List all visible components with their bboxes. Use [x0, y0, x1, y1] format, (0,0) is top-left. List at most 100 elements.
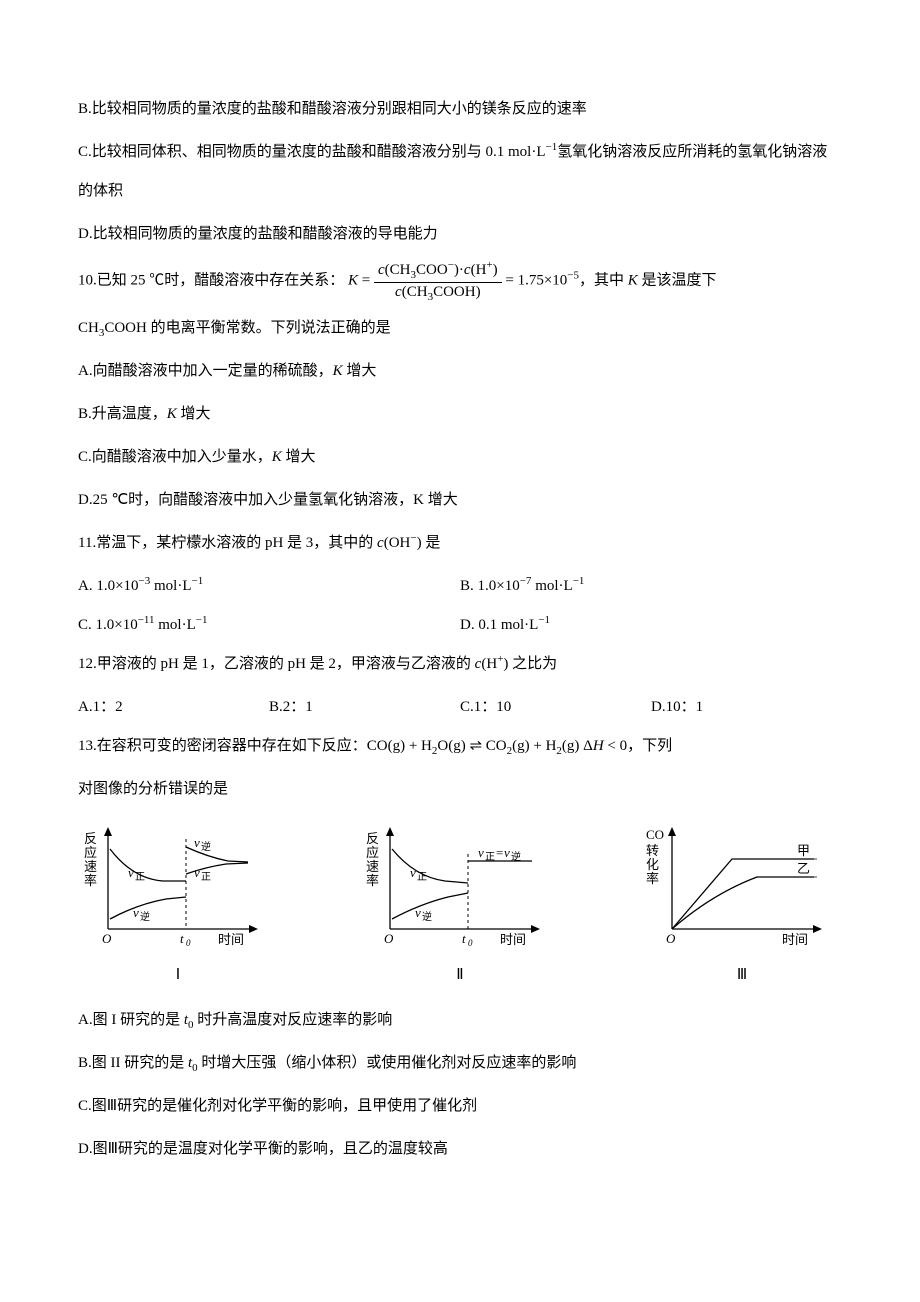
- q10-stem: 10.已知 25 ℃时，醋酸溶液中存在关系： K = c(CH3COO−)·c(…: [78, 258, 842, 305]
- q13-text1: 13.在容积可变的密闭容器中存在如下反应：: [78, 738, 367, 754]
- q11-d-label: D. 0.1 mol·L: [460, 617, 538, 633]
- q11-b: B. 1.0×10−7 mol·L−1: [460, 567, 842, 606]
- svg-text:0: 0: [468, 938, 473, 948]
- q10-den-p2: (CH: [402, 284, 428, 300]
- q13-eq-p2: O(g) ⇌ CO: [437, 738, 506, 754]
- q13-eq-h: H: [593, 738, 604, 754]
- svg-text:t: t: [180, 931, 184, 946]
- q13-eq-p1: CO(g) + H: [367, 738, 432, 754]
- q10-b-text: B.升高温度，: [78, 406, 167, 422]
- q10-eq: =: [358, 273, 374, 289]
- chart-2: 反 应 速 率 O t 0 时间 v正 v逆 v正=v逆 Ⅱ: [360, 819, 560, 995]
- q11-b-exp: −7: [520, 575, 532, 587]
- svg-text:t: t: [462, 931, 466, 946]
- q13-eq-p3: (g) + H: [512, 738, 556, 754]
- q12-stem: 12.甲溶液的 pH 是 1，乙溶液的 pH 是 2，甲溶液与乙溶液的 c(H+…: [78, 645, 842, 684]
- q11-d: D. 0.1 mol·L−1: [460, 606, 842, 645]
- q10-c-text: C.向醋酸溶液中加入少量水，: [78, 449, 272, 465]
- svg-text:正: 正: [135, 872, 145, 883]
- svg-text:反: 反: [84, 831, 97, 846]
- option-c-text1: C.比较相同体积、相同物质的量浓度的盐酸和醋酸溶液分别与 0.1: [78, 144, 508, 160]
- q10-l2-p2: COOH 的电离平衡常数。下列说法正确的是: [104, 320, 390, 336]
- q10-den-p3: COOH): [433, 284, 481, 300]
- svg-text:逆: 逆: [422, 910, 432, 923]
- q12-a: A.1：2: [78, 688, 269, 727]
- q11-b-label: B. 1.0×10: [460, 578, 520, 594]
- svg-text:应: 应: [366, 845, 379, 860]
- q10-k2: K: [628, 273, 638, 289]
- q10-a-end: 增大: [343, 363, 377, 379]
- chart-1-label: Ⅰ: [78, 956, 278, 995]
- svg-text:O: O: [102, 931, 112, 946]
- q10-text1: 10.已知 25 ℃时，醋酸溶液中存在关系：: [78, 273, 344, 289]
- q11-text1: 11.常温下，某柠檬水溶液的 pH 是 3，其中的: [78, 535, 377, 551]
- q11-a-unitexp: −1: [192, 575, 204, 587]
- q10-d: D.25 ℃时，向醋酸溶液中加入少量氢氧化钠溶液，K 增大: [78, 481, 842, 520]
- q11-options-row2: C. 1.0×10−11 mol·L−1 D. 0.1 mol·L−1: [78, 606, 842, 645]
- q10-c-k: K: [272, 449, 282, 465]
- svg-text:v: v: [128, 865, 134, 880]
- svg-text:O: O: [384, 931, 394, 946]
- q11-m2: (OH: [384, 535, 411, 551]
- chart-1-svg: 反 应 速 率 O t 0 时间 v正 v逆 v逆 v正: [78, 819, 278, 954]
- svg-text:=: =: [496, 845, 503, 860]
- q13-text2: ，下列: [627, 738, 672, 754]
- q12-b: B.2：1: [269, 688, 460, 727]
- svg-text:正: 正: [417, 872, 427, 883]
- q10-c: C.向醋酸溶液中加入少量水，K 增大: [78, 438, 842, 477]
- option-c: C.比较相同体积、相同物质的量浓度的盐酸和醋酸溶液分别与 0.1 mol·L−1…: [78, 133, 842, 211]
- q11-stem: 11.常温下，某柠檬水溶液的 pH 是 3，其中的 c(OH−) 是: [78, 524, 842, 563]
- q10-text2: ，其中: [579, 273, 628, 289]
- svg-text:应: 应: [84, 845, 97, 860]
- option-c-unit: mol·L: [508, 144, 546, 160]
- q11-c-exp: −11: [138, 614, 155, 626]
- chart-1: 反 应 速 率 O t 0 时间 v正 v逆 v逆 v正 Ⅰ: [78, 819, 278, 995]
- svg-text:率: 率: [366, 873, 379, 888]
- svg-text:反: 反: [366, 831, 379, 846]
- q13-stem: 13.在容积可变的密闭容器中存在如下反应：CO(g) + H2O(g) ⇌ CO…: [78, 727, 842, 766]
- charts-container: 反 应 速 率 O t 0 时间 v正 v逆 v逆 v正 Ⅰ: [78, 819, 842, 995]
- svg-text:v: v: [133, 905, 139, 920]
- svg-text:时间: 时间: [218, 932, 244, 947]
- svg-text:v: v: [478, 845, 484, 860]
- q10-b: B.升高温度，K 增大: [78, 395, 842, 434]
- q13-eq-p5: < 0: [604, 738, 627, 754]
- svg-text:逆: 逆: [140, 910, 150, 923]
- q11-d-unitexp: −1: [538, 614, 550, 626]
- chart-3-svg: CO 转 化 率 O 时间 甲 乙: [642, 819, 842, 954]
- q13-a: A.图 I 研究的是 t0 时升高温度对反应速率的影响: [78, 1001, 842, 1040]
- q10-fraction: c(CH3COO−)·c(H+) c(CH3COOH): [374, 258, 502, 305]
- q12-m3: ) 之比为: [503, 656, 557, 672]
- q10-num-p5: (H: [471, 262, 487, 278]
- q13-b-p2: 时增大压强（缩小体积）或使用催化剂对反应速率的影响: [198, 1055, 577, 1071]
- q10-text3: 是该温度下: [638, 273, 717, 289]
- svg-text:v: v: [410, 865, 416, 880]
- option-c-unit-exp: −1: [546, 141, 558, 153]
- svg-text:率: 率: [646, 871, 659, 886]
- q12-text1: 12.甲溶液的 pH 是 1，乙溶液的 pH 是 2，甲溶液与乙溶液的: [78, 656, 475, 672]
- q10-num-c2: c: [464, 262, 471, 278]
- svg-text:v: v: [194, 835, 200, 850]
- q12-d: D.10：1: [651, 688, 842, 727]
- q10-num-p4: )·: [454, 262, 464, 278]
- q10-a: A.向醋酸溶液中加入一定量的稀硫酸，K 增大: [78, 352, 842, 391]
- q13-eq-p4: (g) Δ: [562, 738, 593, 754]
- q10-l2-p1: CH: [78, 320, 99, 336]
- q11-a-label: A. 1.0×10: [78, 578, 139, 594]
- svg-text:转: 转: [646, 843, 659, 858]
- q10-num-p2: (CH: [385, 262, 411, 278]
- q13-b: B.图 II 研究的是 t0 时增大压强（缩小体积）或使用催化剂对反应速率的影响: [78, 1044, 842, 1083]
- q10-k: K: [348, 273, 358, 289]
- q12-c: C.1：10: [460, 688, 651, 727]
- svg-text:时间: 时间: [500, 932, 526, 947]
- svg-text:0: 0: [186, 938, 191, 948]
- chart-2-label: Ⅱ: [360, 956, 560, 995]
- svg-text:v: v: [194, 865, 200, 880]
- q10-b-end: 增大: [177, 406, 211, 422]
- q11-b-unitexp: −1: [573, 575, 585, 587]
- q11-a: A. 1.0×10−3 mol·L−1: [78, 567, 460, 606]
- q13-d: D.图Ⅲ研究的是温度对化学平衡的影响，且乙的温度较高: [78, 1130, 842, 1169]
- q10-b-k: K: [167, 406, 177, 422]
- svg-text:逆: 逆: [201, 840, 211, 853]
- svg-text:正: 正: [201, 872, 211, 883]
